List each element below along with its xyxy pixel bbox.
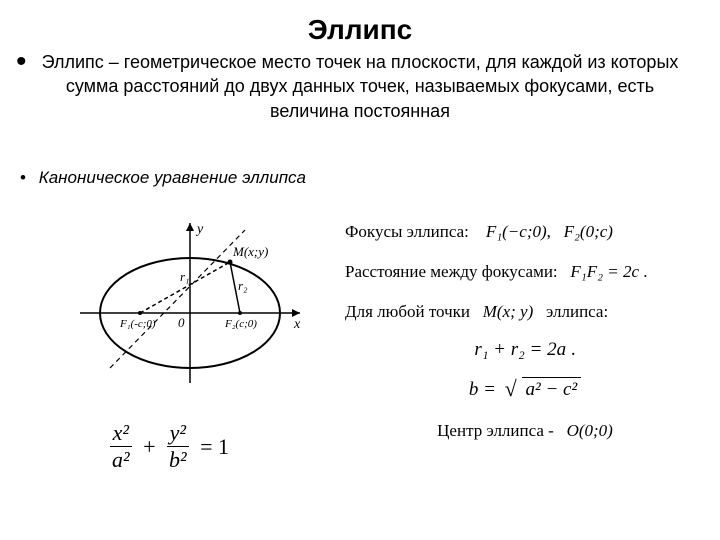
r1-label: r₁ [180,269,190,284]
frac-den-a2: a² [110,446,132,473]
foci-line: Фокусы эллипса: F₁(−c;0), F₂(0;c) [345,220,705,244]
subhead-text: Каноническое уравнение эллипса [39,168,306,187]
distance-line: Расстояние между фокусами: F₁F₂ = 2c . [345,260,705,284]
frac-den-b2: b² [167,446,189,473]
point-m-label: M(x;y) [232,244,268,259]
canonical-subheading: • Каноническое уравнение эллипса [20,168,306,188]
x-axis-label: x [293,317,301,332]
distance-dot: . [643,262,647,281]
foci-f1: F₁(−c;0) [486,222,547,241]
foci-separator: , [547,222,551,241]
frac-num-x2: x² [110,420,132,446]
distance-value: F₁F₂ = 2c [570,262,639,281]
origin-label: 0 [178,315,185,330]
sum-eq-text: r₁ + r₂ = 2a [474,339,566,360]
sum-dot: . [571,339,576,360]
sqrt-expr: a² − c² [501,375,581,401]
center-line: Центр эллипса - O(0;0) [345,419,705,443]
sum-equation: r₁ + r₂ = 2a . [345,339,705,361]
f2-label: F₂(c;0) [224,318,257,330]
distance-label: Расстояние между фокусами: [345,262,558,281]
frac-y2b2: y² b² [167,420,189,473]
definition-text: Эллипс – геометрическое место точек на п… [0,46,720,123]
canonical-equation: x² a² + y² b² = 1 [110,420,235,473]
f1-label: F₁(-c;0) [119,318,156,330]
ellipse-diagram: y x M(x;y) r₁ r₂ F₁(-c;0) F₂(c;0) 0 [70,218,310,388]
foci-f2: F₂(0;c) [564,222,613,241]
frac-num-y2: y² [167,420,189,446]
center-label: Центр эллипса - [437,421,554,440]
properties-column: Фокусы эллипса: F₁(−c;0), F₂(0;c) Рассто… [345,220,705,459]
b-formula: b = a² − c² [345,375,705,401]
subhead-bullet: • [20,168,26,187]
b-lhs: b = [469,379,496,400]
anypoint-line: Для любой точки M(x; y) эллипса: [345,300,705,324]
top-bullet: • [16,56,27,68]
page-title: Эллипс [0,0,720,46]
anypoint-suffix: эллипса: [546,302,608,321]
frac-x2a2: x² a² [110,420,132,473]
sqrt-radicand: a² − c² [522,377,582,401]
y-axis-label: y [195,222,204,237]
center-value: O(0;0) [567,421,613,440]
foci-label: Фокусы эллипса: [345,222,469,241]
anypoint-m: M(x; y) [483,302,534,321]
plus-sign: + [137,434,161,460]
anypoint-prefix: Для любой точки [345,302,470,321]
equals-one: = 1 [194,434,235,460]
r2-label: r₂ [238,278,248,293]
